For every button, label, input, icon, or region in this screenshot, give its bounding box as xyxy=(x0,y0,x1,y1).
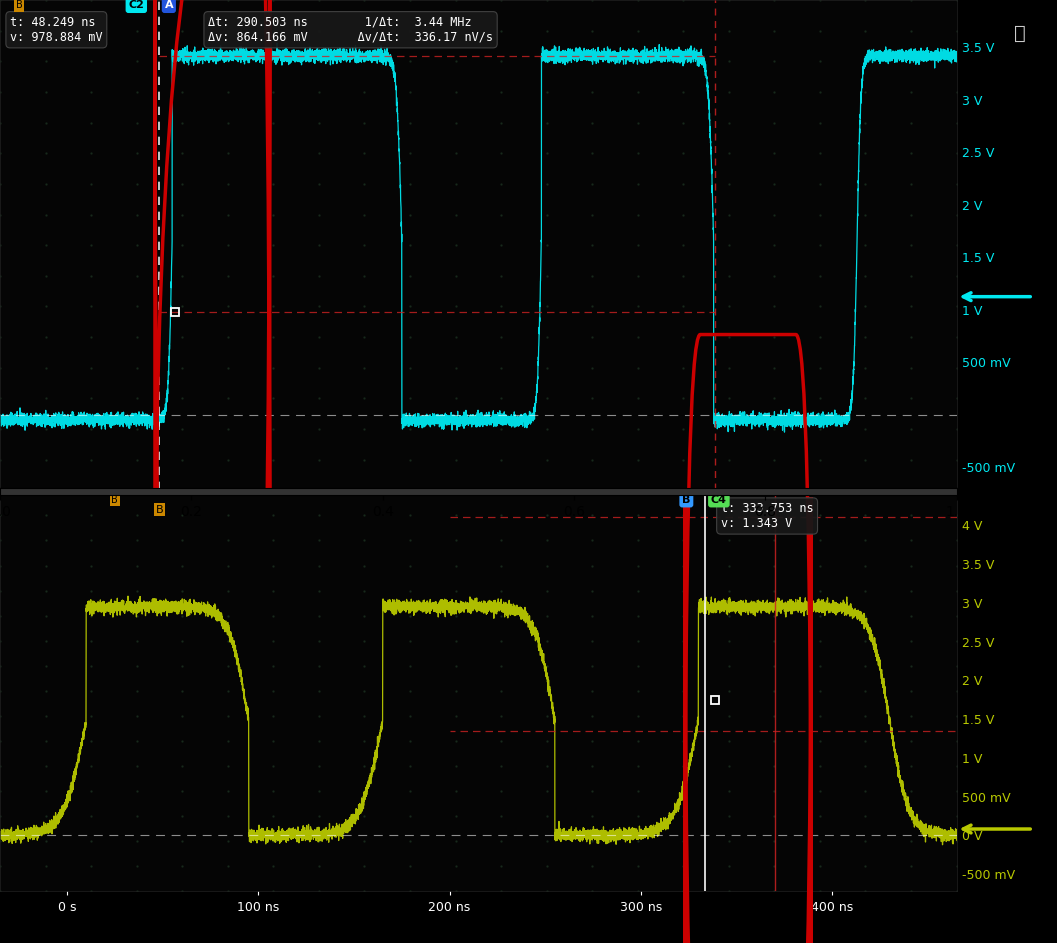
Text: A: A xyxy=(165,0,173,10)
Text: B: B xyxy=(111,495,118,505)
Text: B: B xyxy=(16,0,22,10)
Text: C4: C4 xyxy=(711,495,727,505)
Text: t: 333.753 ns
v: 1.343 V: t: 333.753 ns v: 1.343 V xyxy=(721,502,814,530)
Text: B: B xyxy=(155,505,163,515)
Text: B: B xyxy=(682,495,690,505)
Text: ⌕: ⌕ xyxy=(1014,24,1026,42)
Text: Δt: 290.503 ns        1/Δt:  3.44 MHz
Δv: 864.166 mV       Δv/Δt:  336.17 nV/s: Δt: 290.503 ns 1/Δt: 3.44 MHz Δv: 864.16… xyxy=(208,16,493,43)
Text: C2: C2 xyxy=(128,0,144,10)
Text: t: 48.249 ns
v: 978.884 mV: t: 48.249 ns v: 978.884 mV xyxy=(11,16,103,43)
